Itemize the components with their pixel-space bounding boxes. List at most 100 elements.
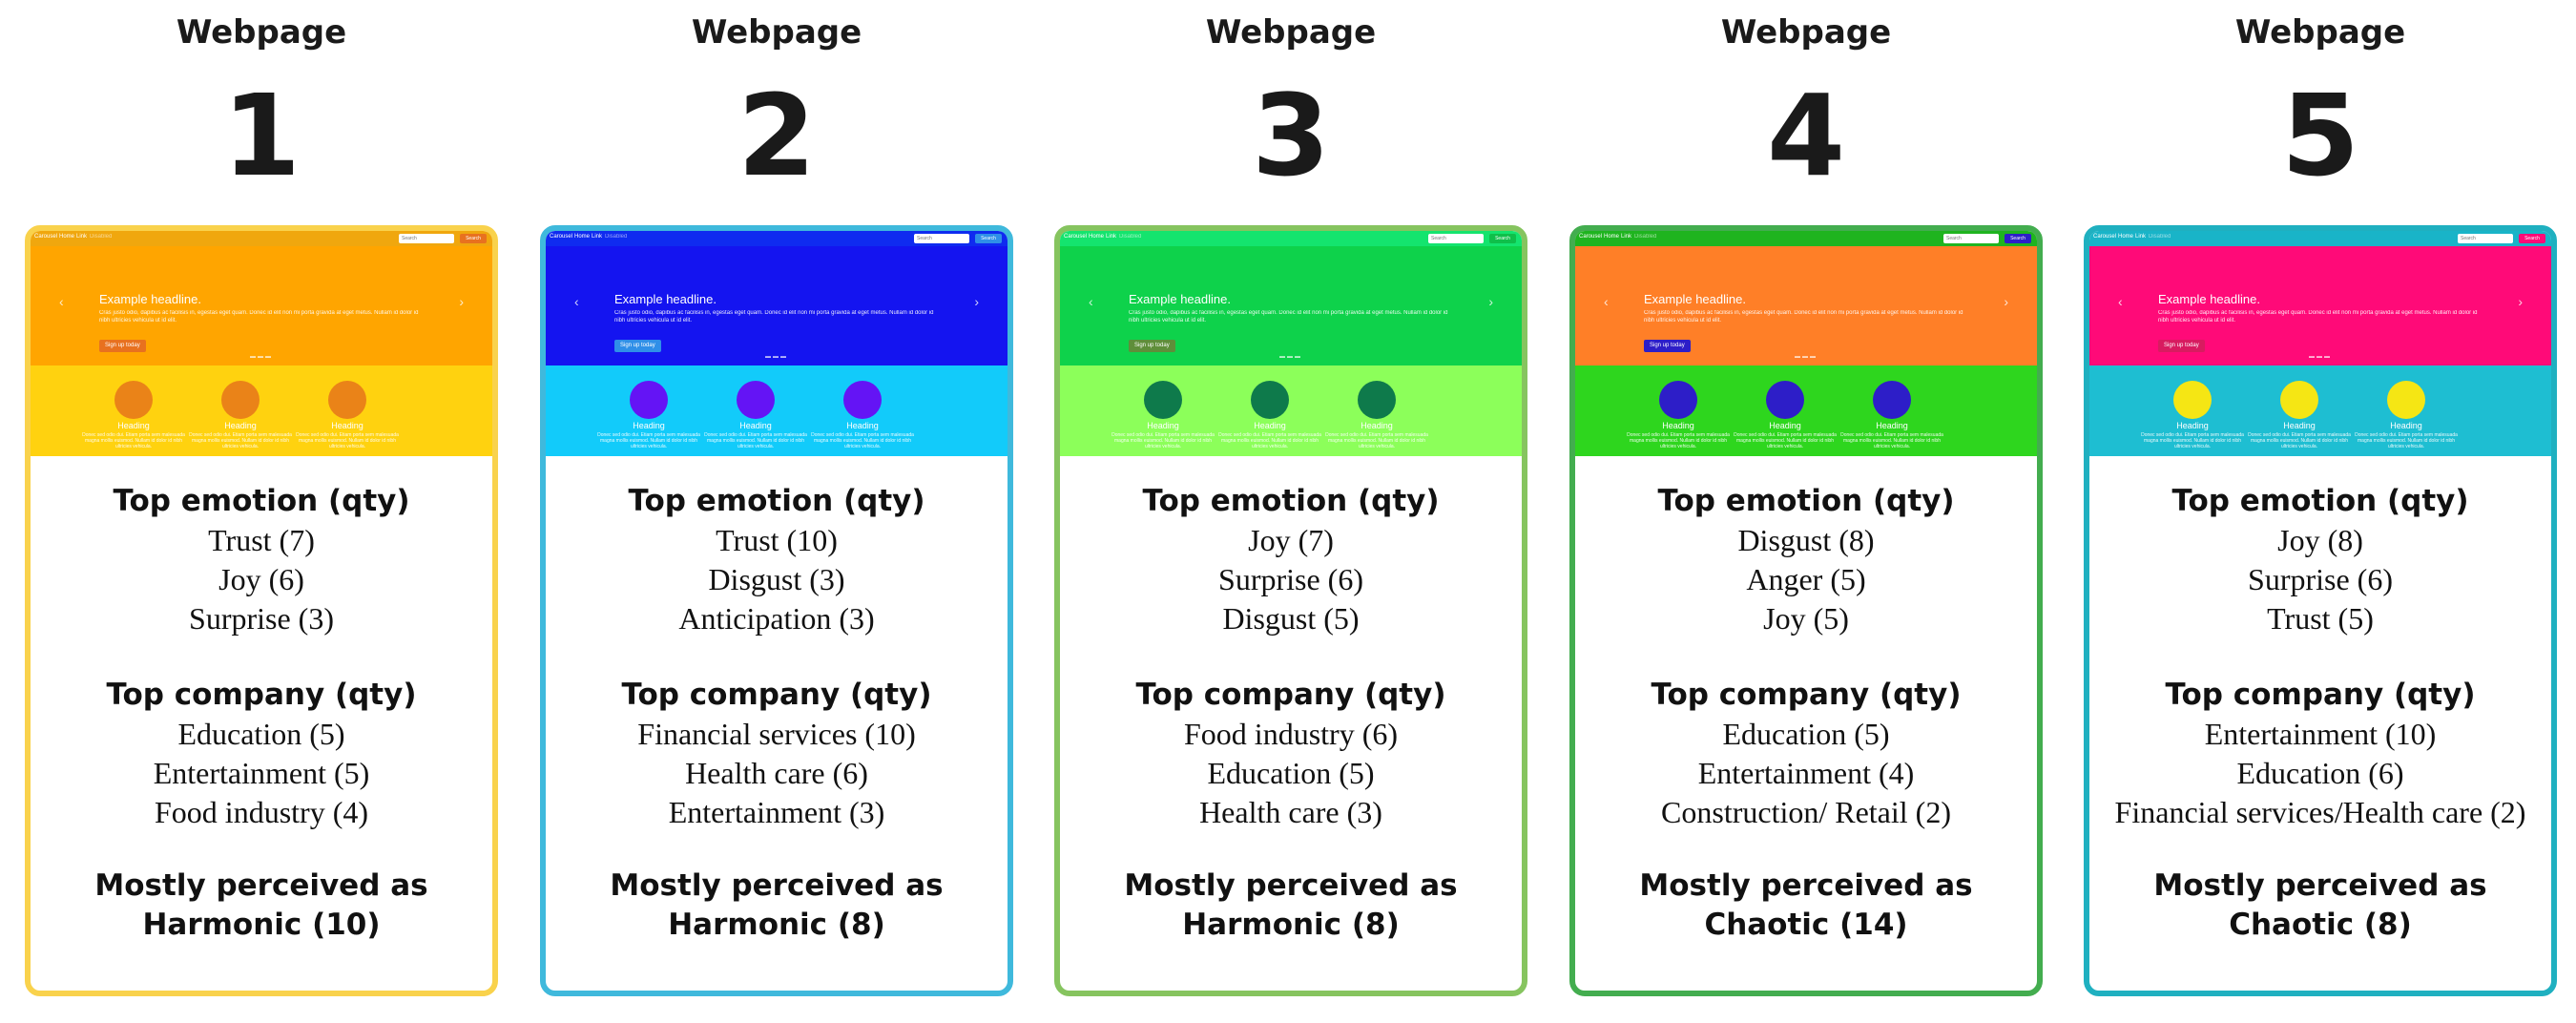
thumbnail-nav-disabled: Disabled <box>1634 234 1657 240</box>
emotion-item: Joy (8) <box>2277 523 2363 557</box>
webpage-screenshot-thumbnail: Carousel Home Link Disabled Search Searc… <box>1575 231 2037 456</box>
webpage-card: Carousel Home Link Disabled Search Searc… <box>1054 225 1527 996</box>
company-item: Food industry (4) <box>155 795 368 829</box>
thumbnail-feature: Heading Donec sed odio dui. Etiam porta … <box>2339 365 2473 456</box>
thumbnail-hero-text: Cras justo odio, dapibus ac facilisis in… <box>2158 310 2478 324</box>
thumbnail-nav-home: Home <box>1604 234 1620 240</box>
thumbnail-search-button: Search <box>2005 234 2031 243</box>
thumbnail-search-button: Search <box>975 234 1002 243</box>
thumbnail-feature: Heading Donec sed odio dui. Etiam porta … <box>2126 365 2259 456</box>
thumbnail-feature: Heading Donec sed odio dui. Etiam porta … <box>582 365 716 456</box>
thumbnail-nav-home: Home <box>1089 234 1105 240</box>
chevron-right-icon: › <box>2004 294 2008 309</box>
chevron-right-icon: › <box>974 294 979 309</box>
feature-circle-icon <box>843 381 882 419</box>
thumbnail-feature-strip: Heading Donec sed odio dui. Etiam porta … <box>2089 365 2551 456</box>
feature-heading: Heading <box>117 421 150 430</box>
thumbnail-hero-text: Cras justo odio, dapibus ac facilisis in… <box>614 310 934 324</box>
company-item: Education (5) <box>1207 756 1375 790</box>
emotion-item: Joy (6) <box>218 562 304 596</box>
perceived-label: Mostly perceived as <box>94 868 428 903</box>
chevron-left-icon: ‹ <box>1089 294 1093 309</box>
thumbnail-nav-link: Link <box>1621 234 1632 240</box>
thumbnail-hero-text: Cras justo odio, dapibus ac facilisis in… <box>99 310 419 324</box>
company-item: Financial services (10) <box>637 717 916 751</box>
thumbnail-nav-home: Home <box>2118 234 2134 240</box>
emotion-title: Top emotion (qty) <box>2171 484 2469 518</box>
thumbnail-signup-button: Sign up today <box>2158 340 2205 352</box>
perceived-label: Mostly perceived as <box>1639 868 1973 903</box>
feature-text: Donec sed odio dui. Etiam porta sem male… <box>2141 432 2244 449</box>
thumbnail-hero: ‹ › Example headline. Cras justo odio, d… <box>1575 246 2037 365</box>
feature-circle-icon <box>1659 381 1697 419</box>
thumbnail-signup-button: Sign up today <box>1129 340 1175 352</box>
feature-text: Donec sed odio dui. Etiam porta sem male… <box>2248 432 2351 449</box>
feature-circle-icon <box>1358 381 1396 419</box>
webpage-label: Webpage <box>1205 13 1377 52</box>
thumbnail-feature: Heading Donec sed odio dui. Etiam porta … <box>2233 365 2366 456</box>
feature-heading: Heading <box>2176 421 2209 430</box>
webpage-stats: Top emotion (qty) Trust (10) Disgust (3)… <box>546 481 1008 945</box>
feature-circle-icon <box>2173 381 2212 419</box>
webpage-screenshot-thumbnail: Carousel Home Link Disabled Search Searc… <box>2089 231 2551 456</box>
carousel-indicator-icon: ▬▬▬ <box>1795 354 1818 360</box>
feature-heading: Heading <box>739 421 772 430</box>
webpage-label: Webpage <box>691 13 862 52</box>
thumbnail-navbar: Carousel Home Link Disabled Search Searc… <box>546 231 1008 246</box>
feature-circle-icon <box>737 381 775 419</box>
feature-text: Donec sed odio dui. Etiam porta sem male… <box>1840 432 1943 449</box>
thumbnail-feature: Heading Donec sed odio dui. Etiam porta … <box>1203 365 1337 456</box>
webpage-number: 2 <box>737 70 817 201</box>
carousel-indicator-icon: ▬▬▬ <box>2309 354 2332 360</box>
thumbnail-navbar: Carousel Home Link Disabled Search Searc… <box>1575 231 2037 246</box>
thumbnail-search-input: Search <box>1943 234 1999 243</box>
thumbnail-brand: Carousel <box>550 234 573 240</box>
thumbnail-feature: Heading Donec sed odio dui. Etiam porta … <box>174 365 307 456</box>
webpage-label: Webpage <box>2234 13 2406 52</box>
thumbnail-headline: Example headline. <box>614 292 717 306</box>
feature-circle-icon <box>114 381 153 419</box>
company-item: Financial services/Health care (2) <box>2114 795 2526 829</box>
carousel-indicator-icon: ▬▬▬ <box>250 354 273 360</box>
webpage-screenshot-thumbnail: Carousel Home Link Disabled Search Searc… <box>31 231 492 456</box>
thumbnail-nav-link: Link <box>592 234 603 240</box>
company-item: Health care (3) <box>1199 795 1382 829</box>
thumbnail-search-button: Search <box>460 234 487 243</box>
feature-text: Donec sed odio dui. Etiam porta sem male… <box>82 432 185 449</box>
thumbnail-feature: Heading Donec sed odio dui. Etiam porta … <box>1718 365 1852 456</box>
emotion-title: Top emotion (qty) <box>1142 484 1440 518</box>
feature-circle-icon <box>1144 381 1182 419</box>
feature-heading: Heading <box>1769 421 1801 430</box>
thumbnail-headline: Example headline. <box>99 292 201 306</box>
feature-circle-icon <box>1766 381 1804 419</box>
thumbnail-feature: Heading Donec sed odio dui. Etiam porta … <box>67 365 200 456</box>
webpage-label: Webpage <box>176 13 347 52</box>
thumbnail-feature: Heading Donec sed odio dui. Etiam porta … <box>796 365 929 456</box>
emotion-item: Surprise (3) <box>189 601 334 636</box>
emotion-item: Trust (5) <box>2267 601 2374 636</box>
company-item: Construction/ Retail (2) <box>1661 795 1951 829</box>
thumbnail-navbar: Carousel Home Link Disabled Search Searc… <box>1060 231 1522 246</box>
emotion-title: Top emotion (qty) <box>628 484 925 518</box>
chevron-right-icon: › <box>1488 294 1493 309</box>
thumbnail-feature: Heading Donec sed odio dui. Etiam porta … <box>1611 365 1745 456</box>
webpage-label: Webpage <box>1720 13 1892 52</box>
thumbnail-feature: Heading Donec sed odio dui. Etiam porta … <box>280 365 414 456</box>
webpage-column: Webpage 4 Carousel Home Link Disabled Se… <box>1569 0 2043 1023</box>
thumbnail-feature: Heading Donec sed odio dui. Etiam porta … <box>689 365 822 456</box>
thumbnail-feature-strip: Heading Donec sed odio dui. Etiam porta … <box>1575 365 2037 456</box>
feature-text: Donec sed odio dui. Etiam porta sem male… <box>1111 432 1215 449</box>
feature-heading: Heading <box>1662 421 1694 430</box>
thumbnail-nav-home: Home <box>574 234 591 240</box>
company-item: Food industry (6) <box>1184 717 1398 751</box>
perceived-label: Mostly perceived as <box>610 868 944 903</box>
thumbnail-nav-link: Link <box>76 234 88 240</box>
webpage-stats: Top emotion (qty) Joy (7) Surprise (6) D… <box>1060 481 1522 945</box>
perceived-value: Harmonic (8) <box>1182 908 1400 942</box>
webpage-number: 4 <box>1766 70 1846 201</box>
thumbnail-nav-home: Home <box>59 234 75 240</box>
thumbnail-headline: Example headline. <box>2158 292 2260 306</box>
thumbnail-feature-strip: Heading Donec sed odio dui. Etiam porta … <box>546 365 1008 456</box>
thumbnail-feature: Heading Donec sed odio dui. Etiam porta … <box>1310 365 1444 456</box>
chevron-left-icon: ‹ <box>574 294 579 309</box>
